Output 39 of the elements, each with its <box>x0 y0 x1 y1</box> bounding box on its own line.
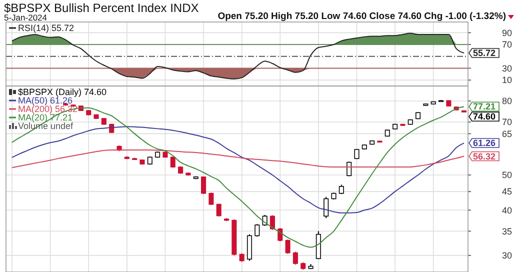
candlestick <box>285 238 290 254</box>
candlestick <box>208 192 214 206</box>
y-tick-label: 35 <box>502 226 512 236</box>
legend-label: MA(20) 77.21 <box>18 112 73 122</box>
legend-label: MA(50) 61.26 <box>18 96 73 106</box>
y-tick-label: 10 <box>502 75 512 86</box>
line-series <box>12 32 464 80</box>
annotation: Open 75.20 High 75.20 Low 74.60 Close 74.60 Chg -1.00 (-1.32%) <box>218 11 506 22</box>
y-tick-label: 80 <box>502 96 512 106</box>
y-tick-label: 70 <box>502 117 512 128</box>
y-tick-label: 30 <box>502 250 512 261</box>
candlestick <box>346 161 352 177</box>
candlestick <box>254 224 260 238</box>
text: 74.60 <box>473 112 496 122</box>
candlestick <box>324 196 329 219</box>
y-tick-label: 50 <box>502 170 512 180</box>
legend-label: RSI(14) 55.72 <box>18 23 74 33</box>
chart-title: $BPSPX Bullish Percent Index INDX <box>4 1 199 15</box>
candlestick <box>292 251 298 266</box>
candlestick <box>246 234 252 262</box>
y-tick-label: 45 <box>502 186 512 197</box>
line-series <box>12 106 464 248</box>
line-series <box>12 150 464 168</box>
data-label: 55.72 <box>473 48 496 58</box>
candlestick <box>201 176 206 195</box>
candlestick <box>278 228 283 242</box>
y-tick-label: 30 <box>502 63 512 74</box>
chart-subtitle: 5-Jan-2024 <box>4 12 48 22</box>
candlestick <box>216 203 222 218</box>
y-tick-label: 65 <box>502 128 512 139</box>
data-label: 56.32 <box>473 151 496 162</box>
y-tick-label: 90 <box>502 28 512 38</box>
candlestick <box>338 184 344 195</box>
candlestick <box>270 214 275 230</box>
series-label: $BPSPX (Daily) 74.60 <box>18 87 107 97</box>
data-label: 61.26 <box>473 138 496 148</box>
y-tick-label: 40 <box>502 205 512 216</box>
y-tick-label: 70 <box>502 40 512 50</box>
data-label: 77.21 <box>473 102 496 112</box>
